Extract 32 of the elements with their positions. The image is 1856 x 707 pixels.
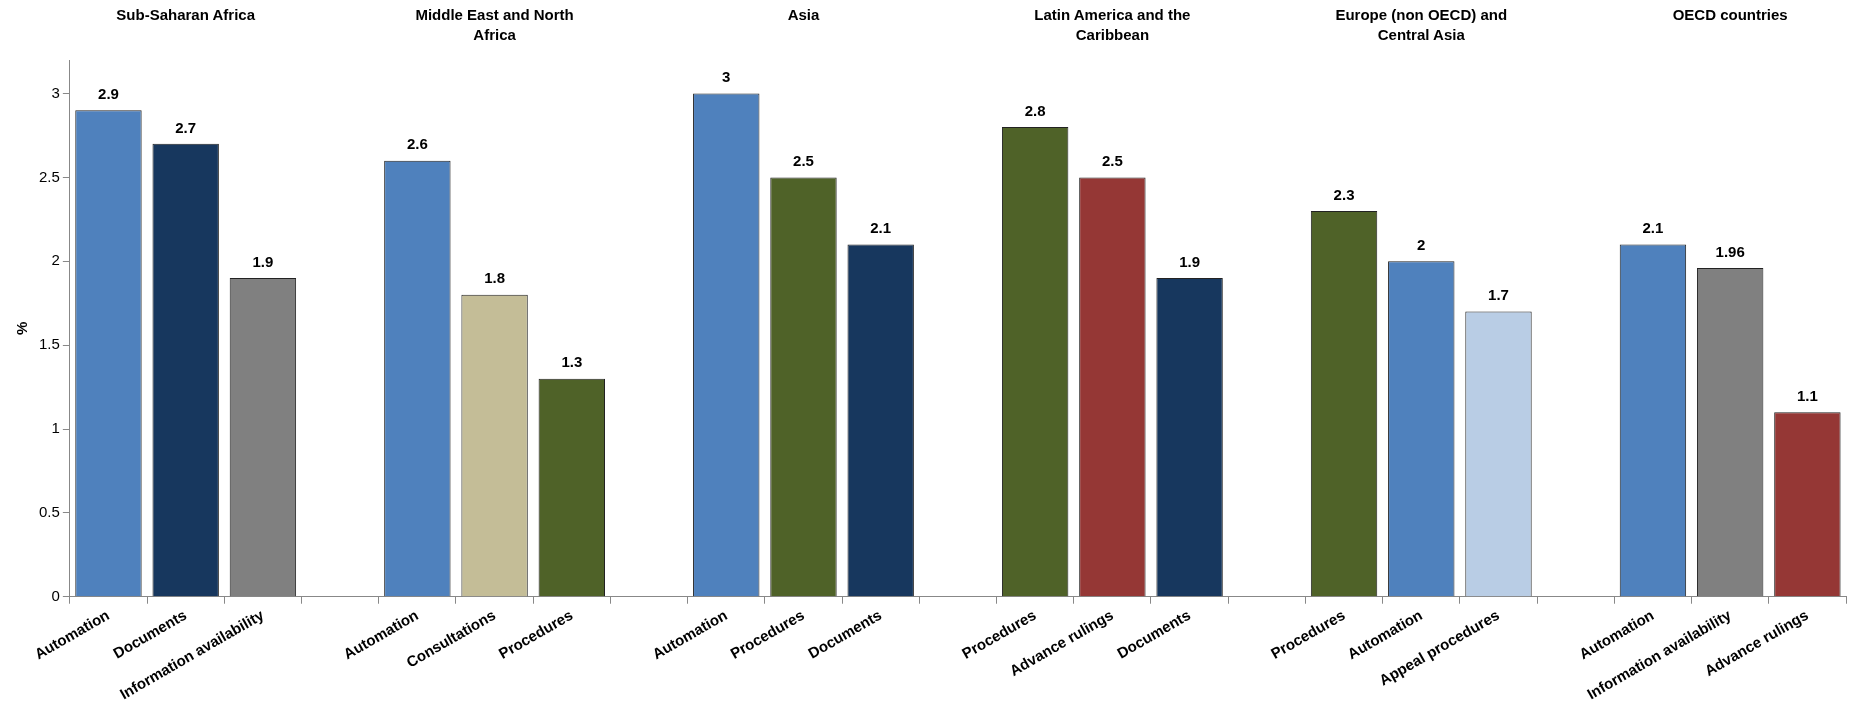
y-tick-label: 1 <box>51 419 60 437</box>
text: Europe (non OECD) and Central Asia <box>1335 5 1508 43</box>
y-tick-label: 0 <box>51 586 60 604</box>
data-label: 1.96 <box>1715 242 1745 260</box>
data-label: 1.7 <box>1488 286 1509 304</box>
data-label: 1.1 <box>1796 386 1818 404</box>
text: OECD countries <box>1672 5 1788 23</box>
data-label: 2.5 <box>793 152 814 170</box>
y-tick-label: 3 <box>51 83 60 101</box>
data-label: 3 <box>722 68 731 86</box>
text: Sub-Saharan Africa <box>116 5 256 23</box>
y-tick-label: 0.5 <box>38 503 60 521</box>
data-label: 1.9 <box>1179 252 1201 270</box>
y-tick-label: 1.5 <box>38 335 60 353</box>
data-label: 2.5 <box>1101 152 1123 170</box>
data-label: 2 <box>1417 235 1426 253</box>
data-label: 2.1 <box>1642 219 1664 237</box>
y-tick-label: 2.5 <box>38 167 60 185</box>
data-label: 2.3 <box>1333 185 1355 203</box>
data-label: 2.9 <box>98 84 119 102</box>
y-axis-title: % <box>13 321 31 336</box>
data-label: 2.6 <box>406 135 428 153</box>
data-label: 2.1 <box>870 219 892 237</box>
y-tick-label: 2 <box>51 251 60 269</box>
data-label: 2.8 <box>1024 101 1046 119</box>
data-label: 2.7 <box>175 118 197 136</box>
text: Middle East and North Africa <box>415 5 574 43</box>
text: Latin America and the Caribbean <box>1034 5 1191 43</box>
data-label: 1.3 <box>561 353 583 371</box>
data-label: 1.8 <box>484 269 506 287</box>
text: Asia <box>787 5 820 23</box>
data-label: 1.9 <box>252 252 274 270</box>
